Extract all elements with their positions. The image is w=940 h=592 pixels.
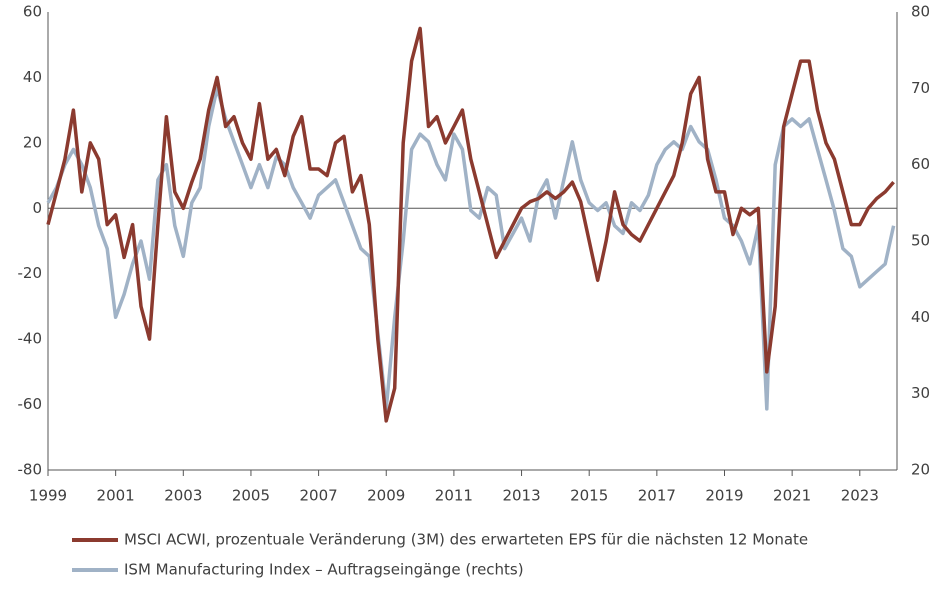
x-tick-label: 2003	[164, 487, 202, 505]
x-tick-label: 2019	[705, 487, 743, 505]
x-tick-label: 2009	[367, 487, 405, 505]
x-tick-label: 2021	[773, 487, 811, 505]
y2-tick-label: 40	[911, 308, 930, 326]
y2-tick-label: 20	[911, 461, 930, 479]
legend-label: ISM Manufacturing Index – Auftragseingän…	[124, 561, 524, 579]
y2-tick-label: 60	[911, 155, 930, 173]
y2-tick-label: 70	[911, 79, 930, 97]
x-tick-label: 2001	[97, 487, 135, 505]
y2-tick-label: 50	[911, 232, 930, 250]
x-tick-label: 2017	[638, 487, 676, 505]
x-tick-label: 2013	[502, 487, 540, 505]
series-line	[46, 26, 895, 423]
y-tick-label: 60	[23, 3, 42, 21]
x-tick-label: 2007	[300, 487, 338, 505]
x-tick-label: 2011	[435, 487, 473, 505]
y-tick-label: -20	[18, 264, 43, 282]
x-tick-label: 2005	[232, 487, 270, 505]
series-line	[46, 86, 896, 411]
y-tick-label: -60	[18, 395, 43, 413]
y-tick-label: -80	[18, 461, 43, 479]
y-tick-label: 40	[23, 68, 42, 86]
y-tick-label: 0	[32, 199, 42, 217]
x-tick-label: 2023	[841, 487, 879, 505]
y-tick-label: 20	[23, 133, 42, 151]
y2-tick-label: 80	[911, 3, 930, 21]
legend-label: MSCI ACWI, prozentuale Veränderung (3M) …	[124, 531, 808, 549]
y-tick-label: -40	[18, 330, 43, 348]
x-tick-label: 2015	[570, 487, 608, 505]
x-tick-label: 1999	[29, 487, 67, 505]
y2-tick-label: 30	[911, 384, 930, 402]
